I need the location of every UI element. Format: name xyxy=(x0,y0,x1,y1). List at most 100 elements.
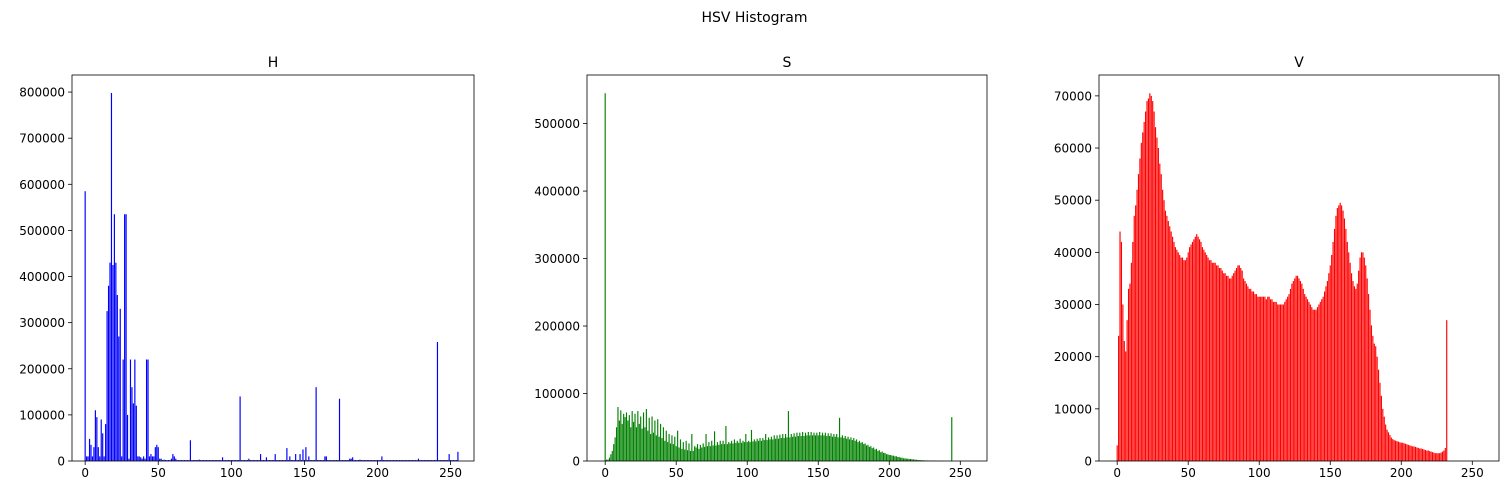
v-bar xyxy=(1245,283,1248,461)
s-bar xyxy=(821,432,824,461)
s-bar xyxy=(715,445,717,461)
h-bar xyxy=(309,460,311,461)
h-bar xyxy=(102,433,104,461)
s-bar xyxy=(856,439,858,461)
v-bar xyxy=(1304,294,1306,461)
v-bar xyxy=(1414,446,1417,461)
h-bar xyxy=(103,456,105,461)
h-bar xyxy=(363,460,365,461)
s-bar xyxy=(799,432,801,461)
s-bar xyxy=(800,436,802,461)
s-bar xyxy=(887,454,889,461)
h-bar xyxy=(334,460,336,461)
v-bar xyxy=(1392,439,1394,461)
h-bar xyxy=(255,460,257,461)
s-bar xyxy=(854,440,856,461)
h-y-tick-label: 200000 xyxy=(19,362,65,376)
v-bar xyxy=(1177,252,1179,461)
v-bar xyxy=(1338,205,1340,461)
h-bar xyxy=(322,460,325,461)
h-bar xyxy=(216,460,218,461)
s-bar xyxy=(824,432,826,461)
v-bar xyxy=(1423,449,1425,461)
h-bar xyxy=(122,359,124,461)
h-bar xyxy=(447,460,449,461)
s-bar xyxy=(749,442,751,461)
v-bar xyxy=(1264,296,1266,461)
s-bar xyxy=(671,435,673,461)
s-bar xyxy=(951,417,953,461)
h-bar xyxy=(353,460,355,461)
v-bar xyxy=(1335,215,1337,461)
v-bar xyxy=(1424,450,1426,461)
h-bar xyxy=(137,456,139,461)
v-bar xyxy=(1275,301,1277,461)
h-bar xyxy=(144,458,146,461)
h-bar xyxy=(156,444,158,461)
h-bar xyxy=(325,456,327,461)
h-bar xyxy=(240,460,243,461)
v-bar xyxy=(1181,257,1184,461)
h-bar xyxy=(336,460,338,461)
h-bar xyxy=(300,460,303,461)
s-bar xyxy=(624,417,626,461)
v-bar xyxy=(1154,127,1157,461)
v-bar xyxy=(1216,265,1218,461)
h-bar xyxy=(425,460,427,461)
s-bar xyxy=(719,440,721,461)
s-bar xyxy=(851,440,853,461)
h-bar xyxy=(107,285,110,461)
h-bar xyxy=(124,214,126,461)
v-bar xyxy=(1130,262,1132,461)
h-bar xyxy=(105,424,107,461)
v-bar xyxy=(1396,441,1398,461)
v-bar xyxy=(1410,445,1412,461)
h-bar xyxy=(283,460,285,461)
s-bar xyxy=(725,425,727,461)
h-bar xyxy=(374,460,376,461)
s-bar xyxy=(651,416,653,461)
v-bar xyxy=(1302,288,1304,461)
v-bar xyxy=(1366,278,1368,461)
v-bar xyxy=(1271,299,1273,461)
v-bar xyxy=(1437,453,1439,461)
h-bar xyxy=(198,459,200,461)
h-bar xyxy=(435,460,437,461)
v-bar xyxy=(1270,299,1272,461)
v-bar xyxy=(1119,231,1121,461)
s-bar xyxy=(908,458,910,461)
s-bar xyxy=(853,438,855,461)
h-bar xyxy=(394,460,396,461)
s-x-tick-label: 0 xyxy=(601,466,609,480)
v-x-tick-label: 200 xyxy=(1390,466,1413,480)
s-bar xyxy=(787,411,789,461)
h-bar xyxy=(160,458,162,461)
h-bar xyxy=(372,460,374,461)
h-bar xyxy=(366,460,368,461)
h-bar xyxy=(290,460,292,461)
v-bar xyxy=(1420,448,1422,461)
v-bar xyxy=(1297,275,1299,461)
s-bar xyxy=(745,434,747,461)
s-bar xyxy=(871,448,873,461)
h-bar xyxy=(145,359,148,461)
h-bar xyxy=(128,458,130,461)
v-bar xyxy=(1149,93,1151,461)
h-bar xyxy=(157,447,159,461)
v-bar xyxy=(1419,448,1421,461)
s-bar xyxy=(750,429,753,461)
h-bar xyxy=(390,460,392,461)
s-bar xyxy=(752,441,754,461)
h-bar xyxy=(330,460,332,461)
v-bar xyxy=(1373,343,1375,461)
s-bar xyxy=(904,458,906,461)
h-bar xyxy=(352,457,354,461)
s-bar xyxy=(911,459,913,461)
s-bar xyxy=(837,437,839,461)
v-bar xyxy=(1413,446,1415,461)
h-bar xyxy=(189,440,191,461)
s-bar xyxy=(688,443,690,461)
h-bar xyxy=(129,359,132,461)
h-bar xyxy=(248,458,250,461)
v-x-tick-label: 50 xyxy=(1181,466,1196,480)
